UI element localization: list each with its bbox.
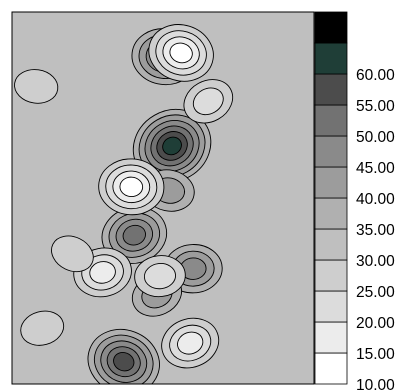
colorbar-bin	[314, 259, 348, 292]
colorbar-tick-label: 35.00	[356, 222, 395, 239]
contour-peak	[132, 108, 212, 183]
contour-band	[51, 235, 94, 273]
colorbar-tick-label: 55.00	[356, 98, 395, 115]
contour-band	[192, 87, 224, 116]
colorbar-tick-label: 50.00	[356, 129, 395, 146]
colorbar-bin	[314, 11, 348, 44]
contour-trough	[14, 69, 59, 104]
colorbar-tick-label: 45.00	[356, 160, 395, 177]
contour-trough	[183, 79, 234, 124]
colorbar-tick-label: 30.00	[356, 253, 395, 270]
colorbar-bin	[314, 290, 348, 323]
contour-peak	[101, 206, 168, 264]
contour-band	[162, 136, 182, 156]
colorbar-bin	[314, 197, 348, 230]
colorbar-tick-label: 15.00	[356, 346, 395, 363]
plot-area	[12, 12, 314, 384]
colorbar-bin	[314, 321, 348, 354]
colorbar-bin	[314, 166, 348, 199]
contour-peak	[87, 328, 160, 384]
contour-trough	[20, 310, 65, 346]
contour-band	[89, 261, 116, 284]
contour-band	[177, 331, 204, 355]
colorbar-bin	[314, 352, 348, 385]
colorbar-bin	[314, 73, 348, 106]
colorbar-tick-label: 25.00	[356, 284, 395, 301]
contour-band	[14, 69, 59, 104]
contour-band	[169, 42, 193, 64]
colorbar-bin	[314, 42, 348, 75]
colorbar-tick-label: 40.00	[356, 191, 395, 208]
contour-band	[122, 224, 146, 246]
colorbar-tick-label: 60.00	[356, 67, 395, 84]
contour-band	[20, 310, 65, 346]
contour-trough	[161, 317, 220, 369]
colorbar-tick-label: 10.00	[356, 377, 395, 390]
colorbar-bin	[314, 104, 348, 137]
contour-trough	[134, 255, 186, 298]
colorbar-tick-labels: 60.00 55.00 50.00 45.00 40.00 35.00 30.00 25.00…	[356, 67, 395, 390]
contour-band	[113, 352, 135, 372]
contour-band	[119, 176, 144, 197]
contour-band	[143, 263, 177, 290]
colorbar-tick-label: 20.00	[356, 315, 395, 332]
colorbar	[314, 11, 348, 385]
colorbar-bin	[314, 135, 348, 168]
colorbar-bin	[314, 228, 348, 261]
contour-trough	[98, 158, 165, 216]
plot-frame	[11, 11, 315, 385]
contour-trough	[148, 24, 214, 82]
contour-trough	[51, 235, 94, 273]
